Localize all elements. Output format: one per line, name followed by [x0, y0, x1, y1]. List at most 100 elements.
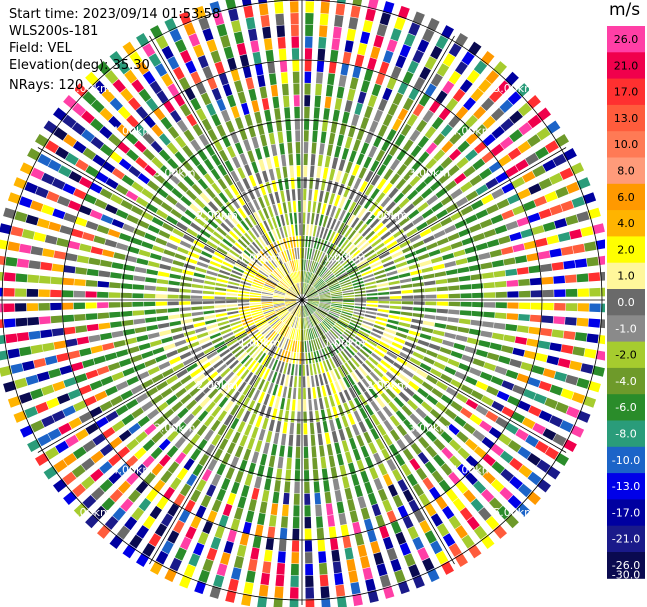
ray-gate [277, 385, 283, 397]
ray-gate [93, 80, 107, 95]
ray-gate [192, 278, 205, 284]
ray-gate [370, 160, 380, 172]
ray-gate [274, 108, 281, 120]
ray-gate [265, 406, 272, 419]
ray-gate [303, 458, 309, 470]
ray-gate [197, 410, 209, 422]
ray-gate [7, 241, 20, 252]
ray-gate [230, 131, 240, 144]
ray-gate [435, 278, 448, 285]
ray-gate [249, 346, 259, 356]
ray-gate [361, 345, 373, 355]
ray-gate [159, 263, 172, 271]
ray-gate [319, 297, 331, 299]
ray-gate [309, 177, 314, 189]
ray-gate [507, 193, 521, 205]
ray-gate [219, 269, 231, 276]
ray-gate [82, 147, 97, 160]
ray-gate [482, 471, 496, 485]
ray-gate [356, 128, 365, 141]
colorbar-tick-label: -1.0 [615, 322, 636, 335]
ray-gate [311, 142, 317, 154]
ray-gate [213, 196, 224, 208]
ray-gate [576, 377, 590, 389]
ray-gate [371, 503, 382, 517]
ray-gate [261, 300, 273, 302]
ray-gate [325, 274, 335, 283]
ray-gate [305, 552, 313, 564]
ray-gate [332, 109, 340, 122]
ray-gate [273, 303, 285, 308]
ray-gate [317, 433, 324, 446]
ray-gate [480, 262, 493, 270]
ray-gate [303, 305, 308, 317]
ray-gate [226, 300, 238, 304]
ray-gate [293, 376, 298, 388]
ray-gate [37, 153, 52, 167]
ray-gate [478, 340, 491, 348]
ray-gate [250, 309, 263, 313]
ray-gate [577, 288, 589, 297]
ray-gate [293, 316, 298, 328]
ray-gate [353, 308, 366, 313]
ray-gate [167, 307, 180, 313]
ray-gate [304, 517, 312, 529]
ray-gate [365, 578, 376, 592]
ray-gate [72, 483, 86, 498]
ray-gate [100, 143, 114, 157]
ray-gate [373, 383, 384, 395]
ray-gate [306, 212, 311, 224]
ray-gate [151, 373, 164, 384]
ray-gate [491, 107, 505, 121]
ray-gate [409, 458, 421, 471]
ray-gate [216, 246, 228, 255]
ray-gate [188, 553, 201, 567]
ray-gate [295, 458, 301, 470]
ray-gate [131, 507, 145, 521]
ray-gate [554, 289, 566, 297]
ray-gate [432, 329, 445, 337]
ray-gate [239, 284, 251, 289]
ray-gate [406, 362, 418, 372]
ray-gate [324, 256, 333, 267]
ray-gate [312, 225, 317, 237]
ray-gate [518, 122, 533, 136]
ray-gate [350, 249, 361, 259]
ray-gate [424, 461, 437, 474]
ray-gate [390, 296, 402, 299]
ray-gate [347, 88, 356, 101]
ray-gate [193, 239, 205, 249]
ray-gate [465, 214, 478, 224]
ray-gate [85, 313, 98, 321]
ray-gate [566, 406, 580, 419]
ray-gate [306, 303, 316, 312]
ray-gate [318, 306, 329, 312]
ray-gate [326, 217, 333, 229]
ray-gate [297, 271, 300, 283]
ray-gate [177, 181, 189, 193]
ring-label: 3.00km [154, 167, 196, 180]
ray-gate [465, 132, 479, 145]
ray-gate [13, 177, 28, 190]
ray-gate [254, 63, 264, 76]
ray-gate [589, 303, 601, 313]
ray-gate [137, 173, 150, 185]
ray-gate [306, 364, 309, 376]
ray-gate [266, 466, 274, 479]
ray-gate [401, 405, 413, 417]
ray-gate [310, 315, 317, 326]
ray-gate [330, 289, 342, 294]
azimuth-spoke [301, 299, 567, 453]
ray-gate [382, 406, 393, 418]
ray-gate [291, 552, 299, 564]
ray-gate [313, 398, 319, 411]
ray-gate [85, 165, 99, 178]
ray-gate [315, 280, 325, 289]
ray-gate [276, 267, 285, 277]
ray-gate [259, 250, 269, 261]
ray-gate [304, 247, 307, 259]
ray-gate [332, 478, 340, 491]
ray-gate [248, 374, 257, 386]
ray-gate [246, 343, 256, 353]
ray-gate [338, 209, 346, 221]
